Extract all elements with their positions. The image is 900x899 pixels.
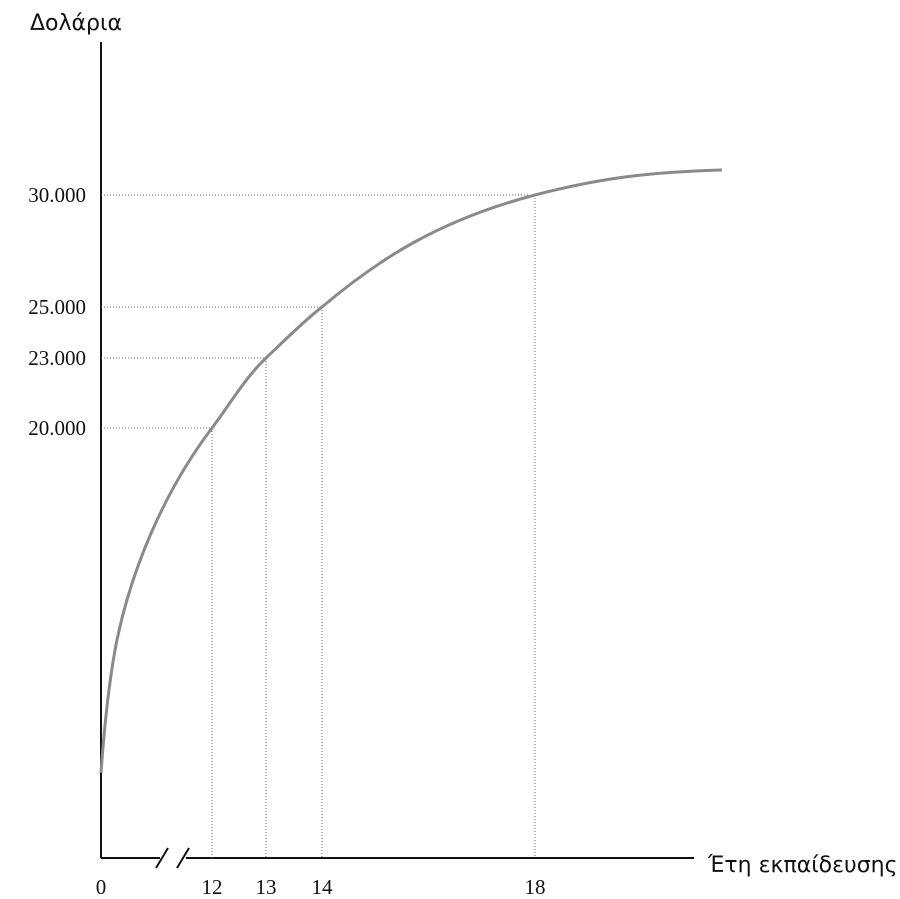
x-tick-label-12: 12 — [202, 875, 223, 899]
guide-lines — [101, 194, 536, 858]
x-tick-label-18: 18 — [525, 875, 546, 899]
x-tick-labels: 0 12 13 14 18 — [96, 875, 546, 899]
x-tick-label-13: 13 — [256, 875, 277, 899]
y-tick-label-25000: 25.000 — [28, 295, 86, 319]
x-axis-title: Έτη εκπαίδευσης — [707, 853, 898, 878]
series-line — [99, 168, 723, 774]
y-tick-label-23000: 23.000 — [28, 346, 86, 370]
y-axis-title: Δολάρια — [30, 11, 122, 36]
y-tick-label-20000: 20.000 — [28, 416, 86, 440]
x-tick-label-0: 0 — [96, 875, 107, 899]
y-tick-labels: 30.000 25.000 23.000 20.000 — [28, 183, 86, 440]
x-tick-label-14: 14 — [312, 875, 334, 899]
y-tick-label-30000: 30.000 — [28, 183, 86, 207]
axis-break-mark-2 — [176, 847, 190, 869]
axis-break-mark-1 — [155, 847, 169, 869]
